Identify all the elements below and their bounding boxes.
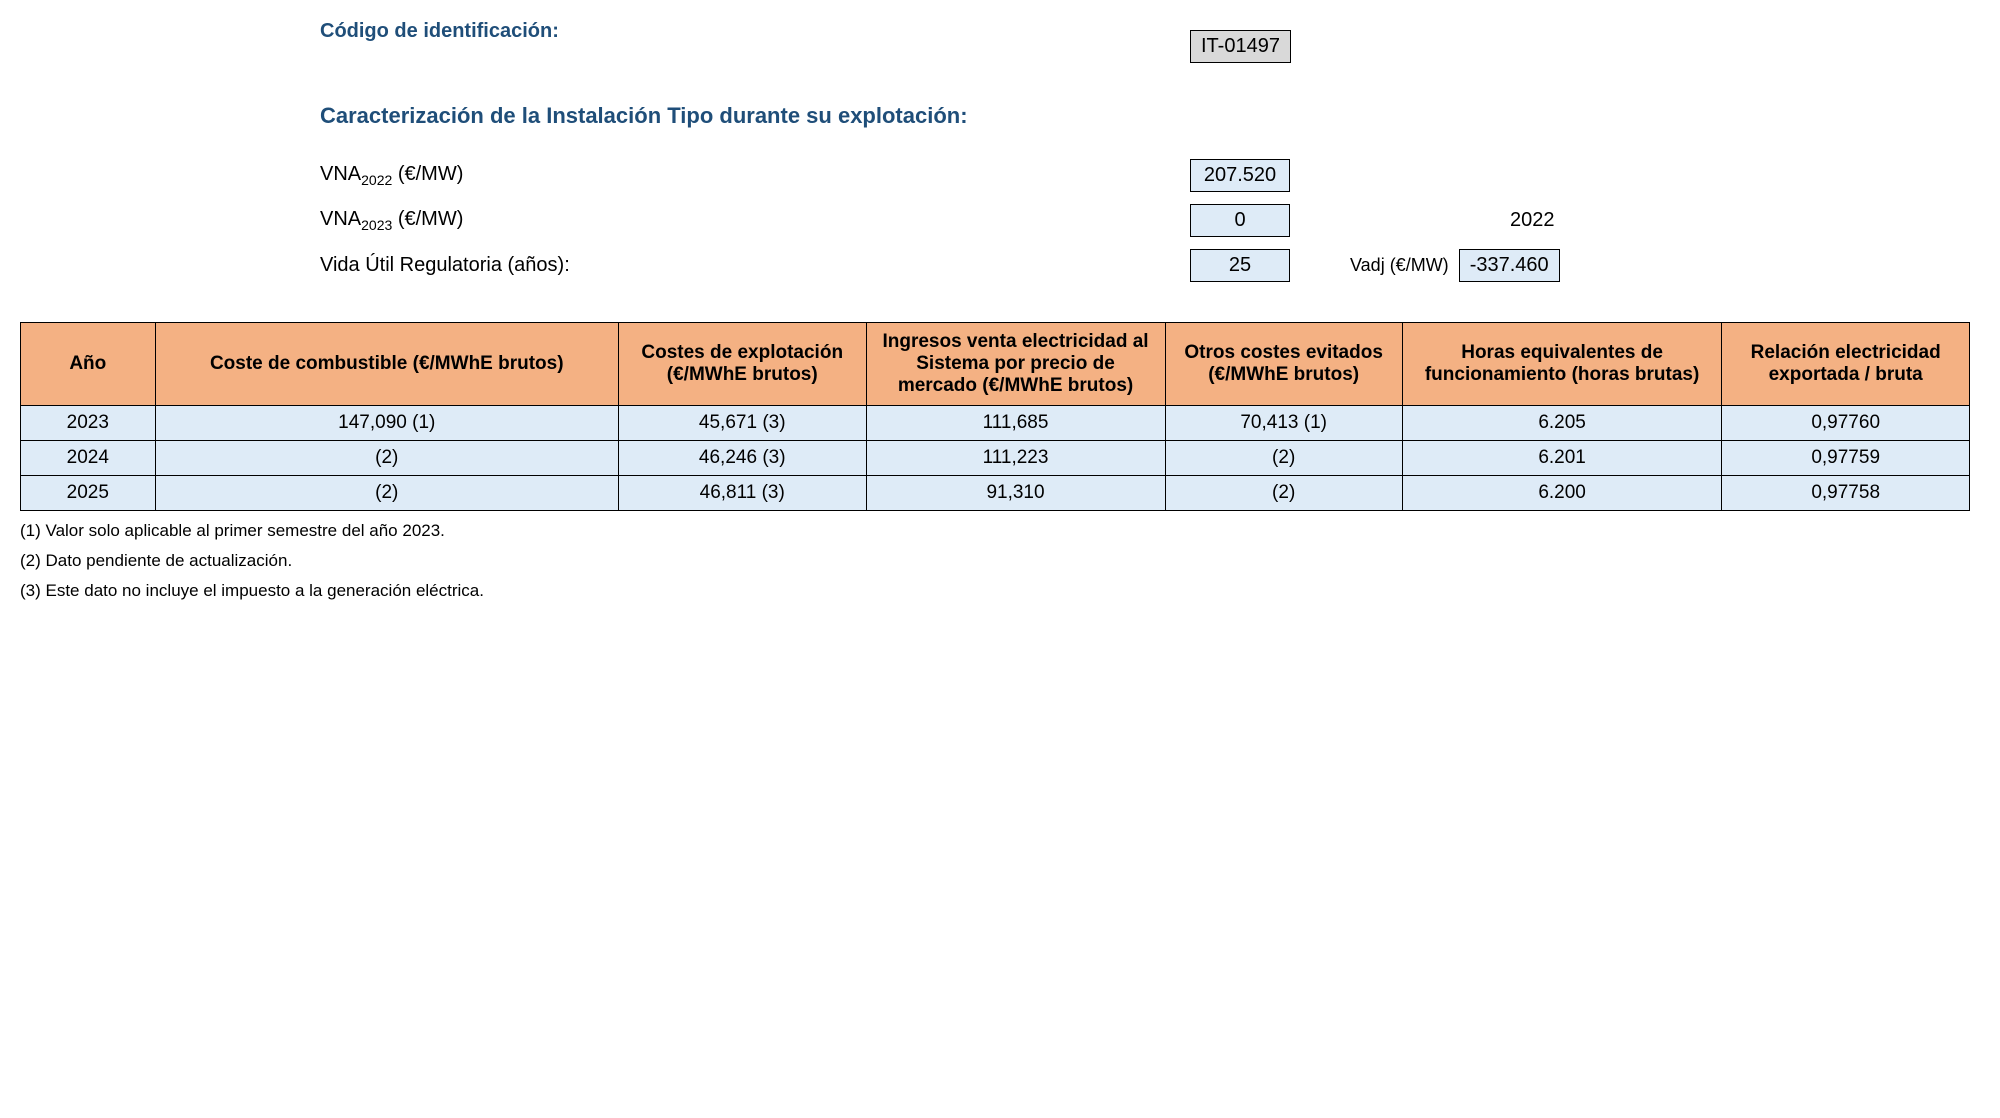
cell-0-2: 45,671 (3) xyxy=(618,406,866,441)
vna2023-label: VNA2023 (€/MW) xyxy=(320,208,1190,233)
cell-0-5: 6.205 xyxy=(1402,406,1722,441)
cell-2-4: (2) xyxy=(1165,476,1402,511)
cell-0-0: 2023 xyxy=(21,406,156,441)
cell-2-3: 91,310 xyxy=(866,476,1165,511)
cell-2-6: 0,97758 xyxy=(1722,476,1970,511)
footnote-1: (2) Dato pendiente de actualización. xyxy=(20,551,1980,571)
col-header-6: Relación electricidad exportada / bruta xyxy=(1722,323,1970,406)
table-row: 2025(2)46,811 (3)91,310(2)6.2000,97758 xyxy=(21,476,1970,511)
vna2022-label: VNA2022 (€/MW) xyxy=(320,163,1190,188)
vida-value: 25 xyxy=(1190,249,1290,282)
vadj-value: -337.460 xyxy=(1459,249,1560,282)
col-header-3: Ingresos venta electricidad al Sistema p… xyxy=(866,323,1165,406)
vna2022-row: VNA2022 (€/MW) 207.520 xyxy=(320,159,1980,192)
vna2023-row: VNA2023 (€/MW) 0 2022 xyxy=(320,204,1980,237)
footnotes: (1) Valor solo aplicable al primer semes… xyxy=(20,521,1980,601)
vna2023-value: 0 xyxy=(1190,204,1290,237)
col-header-2: Costes de explotación (€/MWhE brutos) xyxy=(618,323,866,406)
section-title: Caracterización de la Instalación Tipo d… xyxy=(320,103,1980,129)
vna2023-unit: (€/MW) xyxy=(392,208,463,230)
vida-row: Vida Útil Regulatoria (años): 25 Vadj (€… xyxy=(320,249,1980,282)
cell-1-0: 2024 xyxy=(21,441,156,476)
cell-0-1: 147,090 (1) xyxy=(155,406,618,441)
vadj-label: Vadj (€/MW) xyxy=(1350,255,1449,276)
cell-1-5: 6.201 xyxy=(1402,441,1722,476)
cell-1-6: 0,97759 xyxy=(1722,441,1970,476)
cell-2-0: 2025 xyxy=(21,476,156,511)
upper-section: Código de identificación: IT-01497 Carac… xyxy=(320,20,1980,282)
col-header-1: Coste de combustible (€/MWhE brutos) xyxy=(155,323,618,406)
vna2023-prefix: VNA xyxy=(320,208,361,230)
vna2023-sub: 2023 xyxy=(361,217,392,233)
extra-year: 2022 xyxy=(1510,209,1555,232)
col-header-4: Otros costes evitados (€/MWhE brutos) xyxy=(1165,323,1402,406)
cell-1-2: 46,246 (3) xyxy=(618,441,866,476)
cell-2-1: (2) xyxy=(155,476,618,511)
footnote-0: (1) Valor solo aplicable al primer semes… xyxy=(20,521,1980,541)
cell-0-6: 0,97760 xyxy=(1722,406,1970,441)
id-row: Código de identificación: IT-01497 xyxy=(320,20,1980,73)
vadj-group: Vadj (€/MW) -337.460 xyxy=(1350,249,1560,282)
cell-0-3: 111,685 xyxy=(866,406,1165,441)
id-label: Código de identificación: xyxy=(320,20,1190,43)
table-row: 2024(2)46,246 (3)111,223(2)6.2010,97759 xyxy=(21,441,1970,476)
cell-2-2: 46,811 (3) xyxy=(618,476,866,511)
col-header-5: Horas equivalentes de funcionamiento (ho… xyxy=(1402,323,1722,406)
vna2022-sub: 2022 xyxy=(361,172,392,188)
table-row: 2023147,090 (1)45,671 (3)111,68570,413 (… xyxy=(21,406,1970,441)
footnote-2: (3) Este dato no incluye el impuesto a l… xyxy=(20,581,1980,601)
data-table: AñoCoste de combustible (€/MWhE brutos)C… xyxy=(20,322,1970,511)
id-value-box: IT-01497 xyxy=(1190,30,1291,63)
cell-0-4: 70,413 (1) xyxy=(1165,406,1402,441)
cell-1-4: (2) xyxy=(1165,441,1402,476)
header-row: AñoCoste de combustible (€/MWhE brutos)C… xyxy=(21,323,1970,406)
col-header-0: Año xyxy=(21,323,156,406)
vida-label: Vida Útil Regulatoria (años): xyxy=(320,254,1190,277)
vna2022-prefix: VNA xyxy=(320,163,361,185)
table-body: 2023147,090 (1)45,671 (3)111,68570,413 (… xyxy=(21,406,1970,511)
table-head: AñoCoste de combustible (€/MWhE brutos)C… xyxy=(21,323,1970,406)
cell-1-1: (2) xyxy=(155,441,618,476)
vna2022-value: 207.520 xyxy=(1190,159,1290,192)
cell-2-5: 6.200 xyxy=(1402,476,1722,511)
cell-1-3: 111,223 xyxy=(866,441,1165,476)
vna2022-unit: (€/MW) xyxy=(392,163,463,185)
